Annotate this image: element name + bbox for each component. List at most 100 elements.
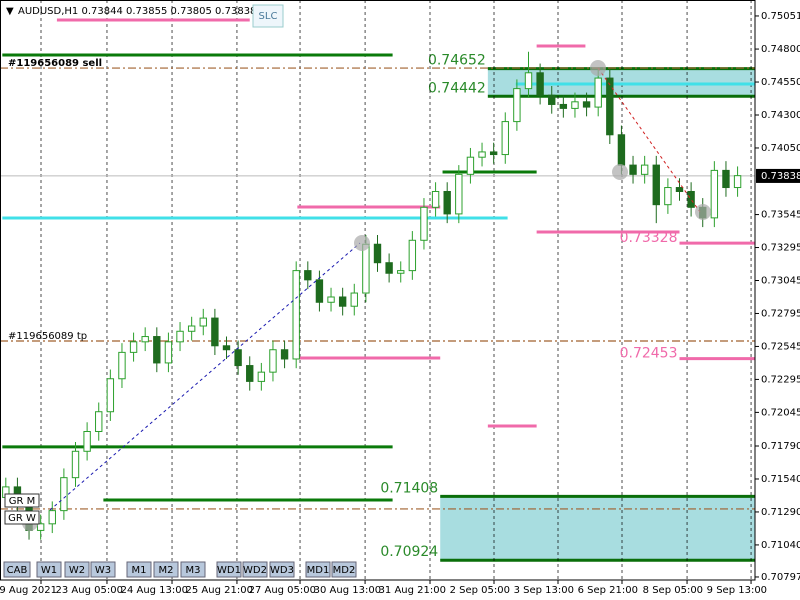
plot-border — [0, 0, 756, 581]
candle-body — [246, 365, 254, 382]
plot-area: 0.74652 0.74442 0.71408 0.70924 0.73328 0.724… — [0, 0, 755, 580]
candle-body — [129, 341, 138, 353]
slc-label[interactable]: SLC — [259, 11, 278, 22]
y-tick-label: 0.72295 — [761, 374, 800, 385]
candle-body — [71, 450, 80, 479]
candle-body — [36, 523, 45, 531]
timeframe-label[interactable]: CAB — [7, 565, 28, 576]
marker — [590, 60, 606, 76]
current-price-label: 0.73838 — [761, 171, 800, 182]
candle-body — [524, 72, 533, 90]
current-price-box — [756, 168, 800, 183]
zone — [487, 68, 755, 97]
timeframe-label[interactable]: WD3 — [270, 565, 294, 576]
timeframe-button[interactable] — [126, 561, 152, 578]
trade-label: #119656089 sell — [8, 58, 102, 69]
x-tick-label: 8 Sep 05:00 — [643, 585, 703, 596]
candle-body — [408, 239, 417, 272]
timeframe-label[interactable]: WD1 — [217, 565, 241, 576]
candle-body — [60, 477, 68, 512]
candle-body — [640, 164, 649, 175]
candle-body — [687, 190, 695, 208]
y-tick-label: 0.73295 — [761, 243, 800, 254]
candle-body — [83, 431, 91, 452]
y-tick-label: 0.70797 — [761, 572, 800, 583]
timeframe-label[interactable]: MD1 — [307, 565, 330, 576]
candle-body — [466, 156, 475, 175]
x-tick-label: 19 Aug 2021 — [0, 585, 57, 596]
candle-body — [722, 169, 730, 189]
candle-body — [582, 101, 591, 108]
candle-body — [489, 151, 498, 156]
ui-buttons: GR M GR W CAB W1 W2 W3 M1 M2 M3 WD1 WD2 WD3 MD1 MD2 — [3, 493, 357, 578]
y-tick-label: 0.75051 — [761, 11, 800, 22]
y-tick-label: 0.74050 — [761, 143, 800, 154]
timeframe-label[interactable]: WD2 — [243, 565, 267, 576]
x-tick-label: 2 Sep 05:00 — [450, 585, 510, 596]
timeframe-label[interactable]: W3 — [95, 565, 111, 576]
timeframe-label[interactable]: MD2 — [333, 565, 356, 576]
candle-body — [141, 336, 149, 343]
candle-body — [304, 270, 312, 281]
candle-body — [234, 349, 242, 367]
marker — [354, 235, 370, 251]
candle-body — [95, 411, 103, 433]
zone-label: 0.74652 — [428, 53, 486, 69]
y-tick-label: 0.72795 — [761, 308, 800, 319]
timeframe-button[interactable] — [269, 561, 295, 578]
candle-body — [280, 349, 289, 360]
group-button[interactable] — [4, 493, 40, 508]
timeframe-button[interactable] — [90, 561, 116, 578]
slc-button[interactable] — [252, 4, 284, 28]
timeframe-button[interactable] — [305, 561, 331, 578]
trade-label: #119656089 tp — [8, 331, 87, 342]
timeframe-button[interactable] — [64, 561, 90, 578]
candle-body — [443, 190, 451, 215]
timeframe-button[interactable] — [3, 561, 31, 578]
group-button[interactable] — [4, 510, 40, 525]
candle-body — [420, 206, 428, 241]
candle-body — [536, 72, 544, 96]
candle-body — [664, 187, 672, 206]
x-tick-label: 24 Aug 13:00 — [121, 585, 188, 596]
group-button-label[interactable]: GR W — [8, 513, 36, 524]
timeframe-label[interactable]: W1 — [41, 565, 57, 576]
candle-body — [455, 173, 463, 215]
candle-body — [548, 94, 556, 105]
candle-body — [733, 175, 742, 189]
timeframe-button[interactable] — [216, 561, 242, 578]
timeframe-button[interactable] — [180, 561, 206, 578]
candle-body — [501, 121, 509, 156]
triangle: ▼ — [6, 6, 14, 17]
timeframe-label[interactable]: M2 — [159, 565, 174, 576]
x-tick-label: 27 Aug 05:00 — [249, 585, 316, 596]
candle-body — [187, 325, 196, 332]
timeframe-label[interactable]: M1 — [132, 565, 147, 576]
candle-body — [199, 317, 207, 327]
timeframe-button[interactable] — [36, 561, 62, 578]
candle-body — [257, 371, 266, 382]
y-tick-label: 0.71040 — [761, 540, 800, 551]
marker — [612, 164, 628, 180]
group-button-label[interactable]: GR M — [9, 496, 36, 507]
candle-body — [629, 164, 637, 175]
y-tick-label: 0.73045 — [761, 276, 800, 287]
candle-body — [478, 151, 486, 158]
timeframe-button[interactable] — [153, 561, 179, 578]
timeframe-label[interactable]: M3 — [186, 565, 201, 576]
candle-body — [118, 351, 126, 380]
zone — [440, 496, 755, 561]
candle-body — [327, 296, 335, 303]
candle-body — [385, 262, 393, 274]
candle-body — [431, 190, 440, 208]
timeframe-button[interactable] — [242, 561, 268, 578]
candle-body — [106, 378, 115, 413]
timeframe-button[interactable] — [331, 561, 357, 578]
x-tick-label: 23 Aug 05:00 — [56, 585, 123, 596]
x-tick-label: 3 Sep 13:00 — [514, 585, 574, 596]
y-tick-label: 0.72045 — [761, 407, 800, 418]
timeframe-label[interactable]: W2 — [69, 565, 85, 576]
y-tick-label: 0.74550 — [761, 77, 800, 88]
candle-body — [48, 510, 56, 525]
